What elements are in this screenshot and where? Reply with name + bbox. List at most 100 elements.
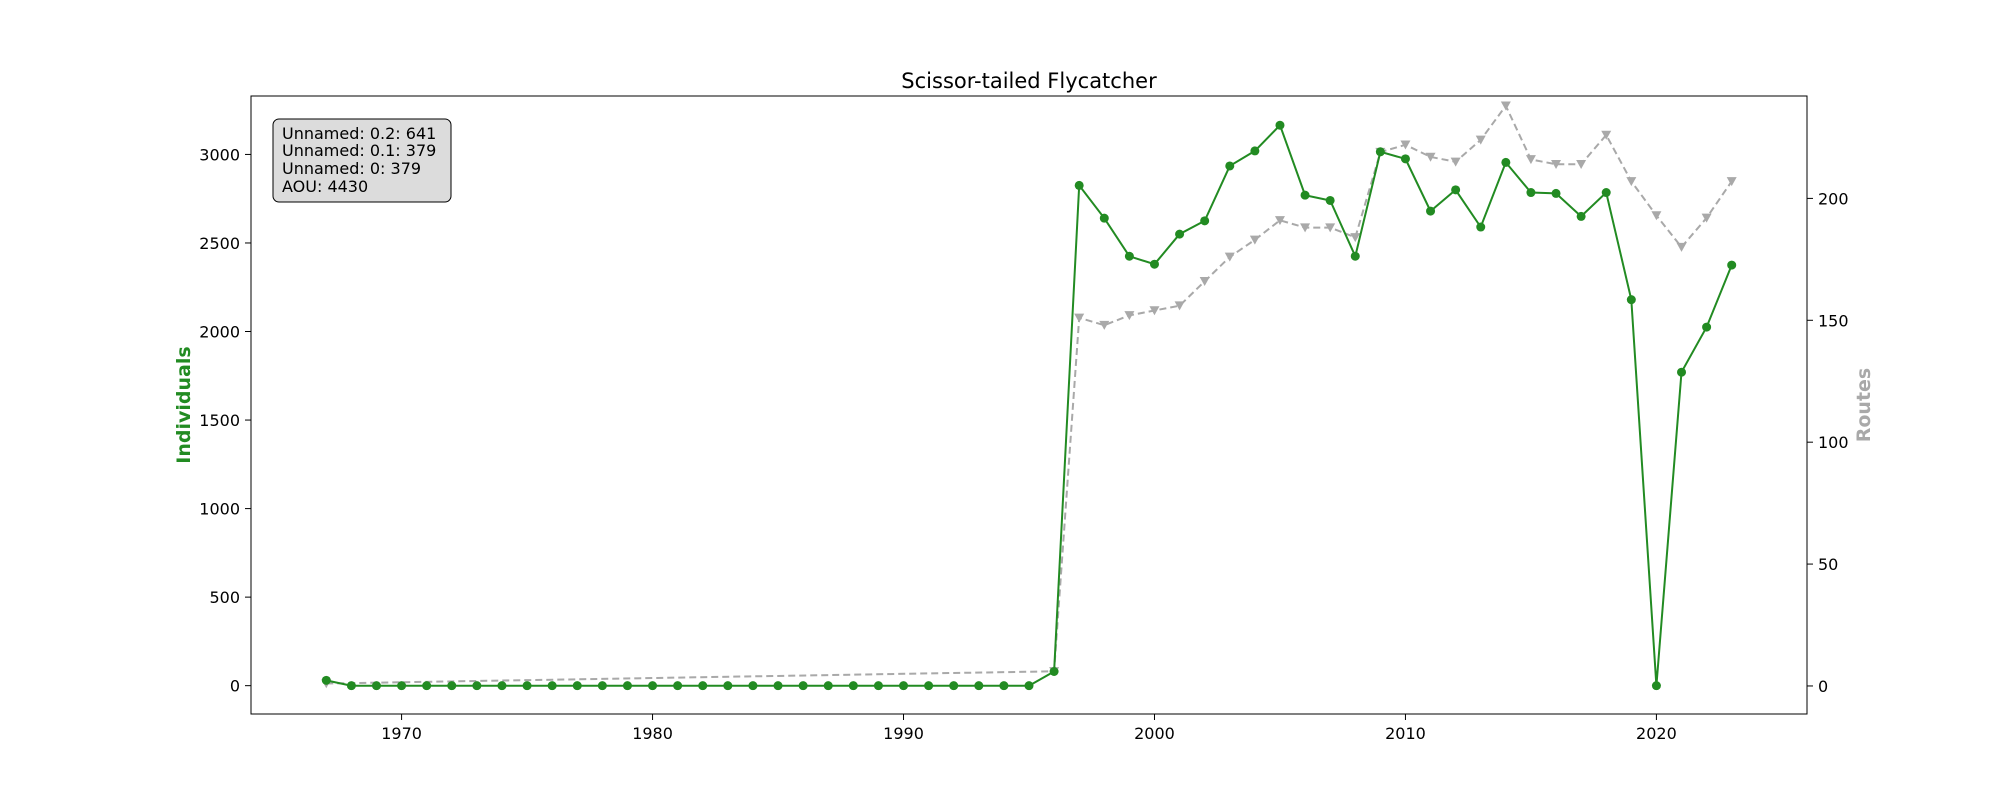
y-axis-right: 0 50 100 150 200: [1807, 189, 1849, 696]
info-line-4: AOU: 4430: [282, 177, 368, 196]
data-point-individuals: [1099, 213, 1109, 223]
data-point-individuals: [1149, 259, 1159, 269]
y-axis-label-right: Routes: [1853, 368, 1875, 443]
data-point-individuals: [522, 681, 532, 691]
data-point-individuals: [698, 681, 708, 691]
data-point-individuals: [1250, 146, 1260, 156]
data-point-routes: [1626, 177, 1637, 187]
y-axis-label-left: Individuals: [173, 346, 195, 463]
info-box-background: [272, 118, 452, 203]
info-box: Unnamed: 0.2: 641 Unnamed: 0.1: 379 Unna…: [272, 118, 452, 203]
x-tick-label: 2000: [1134, 724, 1175, 743]
y-tick-label-left: 3000: [199, 145, 240, 164]
data-point-routes: [1174, 301, 1185, 311]
y-axis-left: 0 500 1000 1500 2000 2500 3000: [199, 145, 251, 696]
data-point-routes: [1274, 216, 1285, 226]
series-line-routes: [326, 103, 1733, 685]
data-point-individuals: [447, 681, 457, 691]
data-point-individuals: [1074, 180, 1084, 190]
data-point-routes: [1199, 277, 1210, 287]
data-point-individuals: [949, 681, 959, 691]
data-point-individuals: [1024, 681, 1034, 691]
data-point-individuals: [1651, 681, 1661, 691]
y-tick-label-right: 100: [1818, 433, 1849, 452]
data-point-individuals: [924, 681, 934, 691]
data-point-individuals: [1426, 206, 1436, 216]
data-point-individuals: [1501, 157, 1511, 167]
data-point-routes: [1500, 101, 1511, 111]
x-tick-label: 1990: [883, 724, 924, 743]
data-point-individuals: [673, 681, 683, 691]
data-point-individuals: [1551, 188, 1561, 198]
data-point-routes: [1325, 223, 1336, 233]
data-point-individuals: [497, 681, 507, 691]
data-point-individuals: [1275, 120, 1285, 130]
data-point-routes: [1124, 311, 1135, 321]
data-point-individuals: [572, 681, 582, 691]
y-tick-label-right: 200: [1818, 189, 1849, 208]
data-point-individuals: [1576, 211, 1586, 221]
data-point-individuals: [848, 681, 858, 691]
data-point-individuals: [422, 681, 432, 691]
data-point-individuals: [1677, 367, 1687, 377]
y-tick-label-right: 150: [1818, 311, 1849, 330]
data-point-individuals: [1626, 295, 1636, 305]
data-point-individuals: [873, 681, 883, 691]
data-point-individuals: [773, 681, 783, 691]
data-point-individuals: [748, 681, 758, 691]
data-point-individuals: [648, 681, 658, 691]
chart-title: Scissor-tailed Flycatcher: [901, 69, 1157, 93]
info-line-2: Unnamed: 0.1: 379: [282, 141, 436, 160]
y-tick-label-left: 500: [209, 588, 240, 607]
data-point-routes: [1350, 233, 1361, 243]
data-point-individuals: [1476, 222, 1486, 232]
data-point-individuals: [472, 681, 482, 691]
data-point-routes: [1701, 213, 1712, 223]
data-point-individuals: [1702, 322, 1712, 332]
data-point-individuals: [371, 681, 381, 691]
data-point-individuals: [346, 681, 356, 691]
data-point-individuals: [397, 681, 407, 691]
y-tick-label-left: 2000: [199, 323, 240, 342]
data-point-individuals: [1350, 251, 1360, 261]
data-point-individuals: [723, 681, 733, 691]
x-tick-label: 2010: [1385, 724, 1426, 743]
data-point-routes: [1576, 160, 1587, 170]
info-line-3: Unnamed: 0: 379: [282, 159, 421, 178]
series-routes: [321, 101, 1737, 689]
x-tick-label: 1980: [632, 724, 673, 743]
data-point-individuals: [1727, 260, 1737, 270]
data-point-routes: [1249, 235, 1260, 245]
data-point-routes: [1074, 313, 1085, 323]
y-tick-label-left: 2500: [199, 234, 240, 253]
data-point-individuals: [974, 681, 984, 691]
data-point-individuals: [999, 681, 1009, 691]
data-point-individuals: [1526, 188, 1536, 198]
data-point-individuals: [597, 681, 607, 691]
data-point-routes: [1425, 152, 1436, 162]
data-point-individuals: [1451, 185, 1461, 195]
data-point-routes: [1099, 320, 1110, 330]
data-point-routes: [1224, 252, 1235, 262]
data-point-individuals: [899, 681, 909, 691]
data-point-routes: [1525, 155, 1536, 165]
y-tick-label-right: 0: [1818, 677, 1828, 696]
y-tick-label-left: 1000: [199, 500, 240, 519]
data-point-routes: [1551, 160, 1562, 170]
data-point-individuals: [823, 681, 833, 691]
data-point-individuals: [321, 675, 331, 685]
series-line-individuals: [326, 123, 1733, 687]
data-point-routes: [1601, 130, 1612, 140]
y-tick-label-left: 1500: [199, 411, 240, 430]
data-point-individuals: [798, 681, 808, 691]
data-point-routes: [1400, 140, 1411, 150]
y-tick-label-left: 0: [230, 677, 240, 696]
data-point-individuals: [547, 681, 557, 691]
data-point-individuals: [1300, 190, 1310, 200]
data-point-individuals: [1200, 216, 1210, 226]
data-point-individuals: [622, 681, 632, 691]
data-point-routes: [1149, 306, 1160, 316]
y-tick-label-right: 50: [1818, 555, 1838, 574]
data-point-routes: [1475, 135, 1486, 145]
